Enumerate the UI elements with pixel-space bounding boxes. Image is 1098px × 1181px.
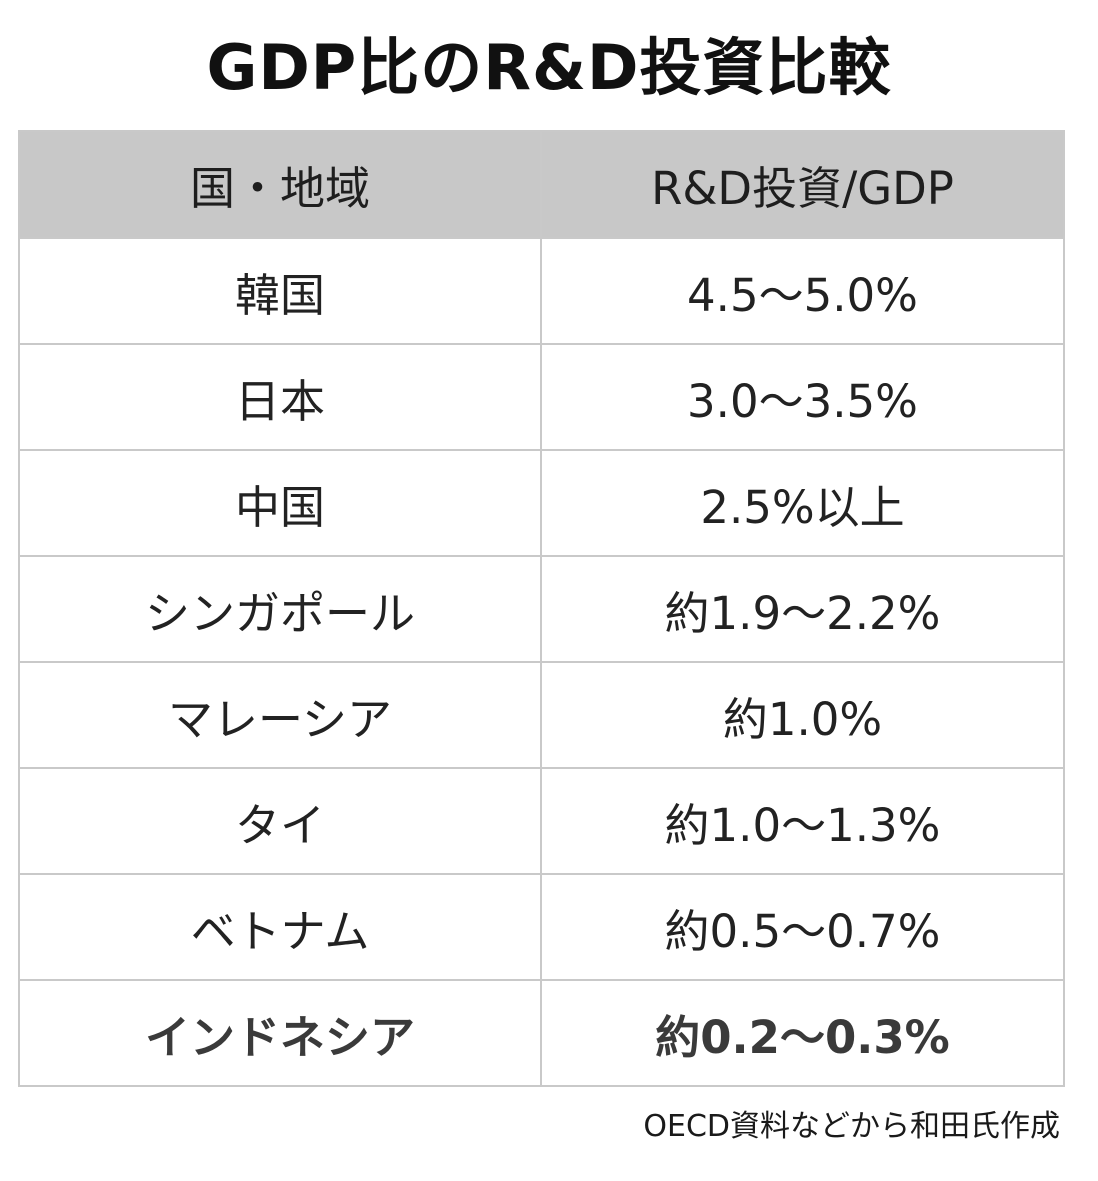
region-cell: タイ <box>18 767 542 875</box>
table-row: 中国 2.5%以上 <box>18 449 1065 557</box>
value-cell: 約1.9〜2.2% <box>540 555 1065 663</box>
region-cell: インドネシア <box>18 979 542 1087</box>
table-row-highlighted: インドネシア 約0.2〜0.3% <box>18 979 1065 1087</box>
header-row: 国・地域 R&D投資/GDP <box>18 130 1065 239</box>
table-row: タイ 約1.0〜1.3% <box>18 767 1065 875</box>
region-cell: ベトナム <box>18 873 542 981</box>
region-cell: 日本 <box>18 343 542 451</box>
value-cell: 4.5〜5.0% <box>540 237 1065 345</box>
table-row: シンガポール 約1.9〜2.2% <box>18 555 1065 663</box>
table-header: 国・地域 R&D投資/GDP <box>18 130 1065 239</box>
value-cell: 約1.0〜1.3% <box>540 767 1065 875</box>
value-cell: 3.0〜3.5% <box>540 343 1065 451</box>
region-cell: 韓国 <box>18 237 542 345</box>
table-row: 韓国 4.5〜5.0% <box>18 237 1065 345</box>
column-header-region: 国・地域 <box>18 130 542 239</box>
value-cell: 約0.2〜0.3% <box>540 979 1065 1087</box>
region-cell: 中国 <box>18 449 542 557</box>
region-cell: マレーシア <box>18 661 542 769</box>
value-cell: 約0.5〜0.7% <box>540 873 1065 981</box>
source-note: OECD資料などから和田氏作成 <box>643 1109 1060 1144</box>
rd-comparison-table: 国・地域 R&D投資/GDP 韓国 4.5〜5.0% 日本 3.0〜3.5% 中… <box>18 130 1065 1087</box>
table-row: マレーシア 約1.0% <box>18 661 1065 769</box>
table-body: 韓国 4.5〜5.0% 日本 3.0〜3.5% 中国 2.5%以上 シンガポール… <box>18 237 1065 1087</box>
value-cell: 約1.0% <box>540 661 1065 769</box>
value-cell: 2.5%以上 <box>540 449 1065 557</box>
table-row: 日本 3.0〜3.5% <box>18 343 1065 451</box>
region-cell: シンガポール <box>18 555 542 663</box>
table-row: ベトナム 約0.5〜0.7% <box>18 873 1065 981</box>
column-header-rd-ratio: R&D投資/GDP <box>540 130 1065 239</box>
page-title: GDP比のR&D投資比較 <box>206 31 892 104</box>
